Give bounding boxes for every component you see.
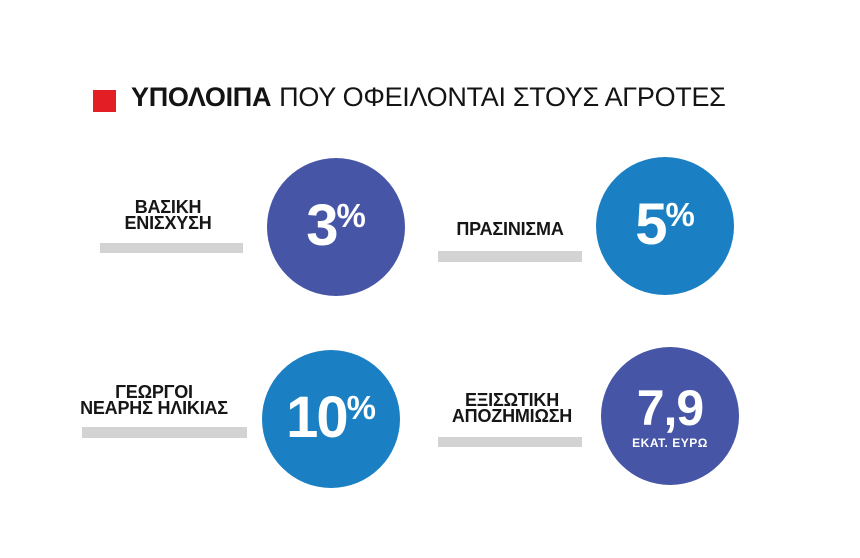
underline-bar [438,437,582,447]
stat-value-number: 3 [306,192,338,258]
stat-circle: 7,9 ΕΚΑΤ. ΕΥΡΩ [601,347,739,485]
page-title-rest: ΠΟΥ ΟΦΕΙΛΟΝΤΑΙ ΣΤΟΥΣ ΑΓΡΟΤΕΣ [279,82,726,112]
stat-circle: 10% [262,350,400,488]
stat-label-line1: ΓΕΩΡΓΟΙ [115,382,193,402]
underline-bar [100,243,243,253]
stat-label-line2: ΕΝΙΣΧΥΣΗ [124,213,212,233]
stat-value-number: 10 [286,384,348,450]
percent-sign: % [336,196,366,234]
stat-label: ΒΑΣΙΚΗ ΕΝΙΣΧΥΣΗ [88,197,248,233]
stat-value: 7,9 [636,379,705,436]
stat-value-number: 5 [635,191,667,257]
stat-value: 10% [286,384,376,450]
stat-label-line1: ΕΞΙΣΩΤΙΚΗ [464,390,560,410]
page-title-bold: ΥΠΟΛΟΙΠΑ [131,82,272,112]
red-bullet-icon [93,90,116,112]
stat-value: 5% [635,191,695,257]
underline-bar [82,427,247,438]
stat-value: 3% [306,192,366,258]
stat-label: ΕΞΙΣΩΤΙΚΗ ΑΠΟΖΗΜΙΩΣΗ [427,390,597,426]
stat-label-line2: ΑΠΟΖΗΜΙΩΣΗ [451,406,573,426]
percent-sign: % [665,195,695,233]
stat-value-number: 7,9 [636,379,705,436]
stat-unit: ΕΚΑΤ. ΕΥΡΩ [632,435,708,450]
stat-circle: 3% [267,158,405,296]
stat-label-line1: ΠΡΑΣΙΝΙΣΜΑ [456,219,564,239]
stat-label: ΠΡΑΣΙΝΙΣΜΑ [425,219,595,239]
stat-label: ΓΕΩΡΓΟΙ ΝΕΑΡΗΣ ΗΛΙΚΙΑΣ [68,382,240,418]
page-title: ΥΠΟΛΟΙΠΑ ΠΟΥ ΟΦΕΙΛΟΝΤΑΙ ΣΤΟΥΣ ΑΓΡΟΤΕΣ [131,82,726,112]
percent-sign: % [346,388,376,426]
stat-label-line2: ΝΕΑΡΗΣ ΗΛΙΚΙΑΣ [80,398,228,418]
stat-circle: 5% [596,157,734,295]
underline-bar [438,251,582,262]
stat-label-line1: ΒΑΣΙΚΗ [134,197,202,217]
